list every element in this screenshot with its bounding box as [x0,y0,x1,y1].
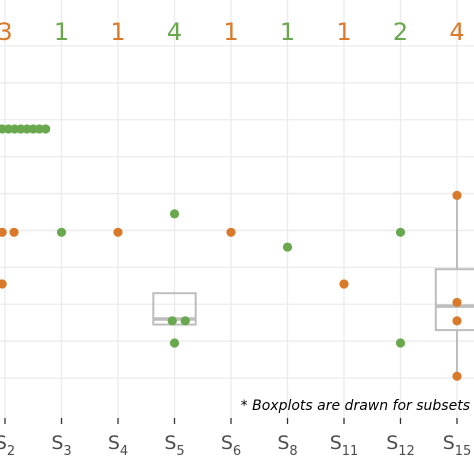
boxplot-note: * Boxplots are drawn for subsets [241,398,470,414]
data-point-green [56,227,67,237]
boxplot-box [434,268,474,332]
data-point-orange [452,190,462,200]
data-point-green [395,338,406,348]
grid [0,0,474,418]
x-tick-label-s2: S2 [0,432,15,459]
x-tick-label-s5: S5 [164,432,184,459]
count-label-s2: 3 [0,18,13,46]
data-point-orange [9,227,19,237]
data-point-orange [0,227,7,237]
x-tick-label-s8: S8 [277,432,297,459]
count-label-s8: 1 [280,18,295,46]
x-tick-label-s3: S3 [51,432,71,459]
data-point-orange [452,371,462,381]
data-point-orange [0,279,7,289]
data-point-green [395,227,406,237]
count-label-s11: 1 [336,18,351,46]
data-point-green [41,124,51,134]
count-label-s3: 1 [54,18,69,46]
data-point-orange [339,279,349,289]
boxplots [152,195,474,377]
data-point-orange [452,316,462,326]
data-point-green [167,316,177,326]
x-tick-label-s15: S15 [443,432,472,459]
data-point-green [169,338,180,348]
data-point-orange [226,227,236,237]
count-label-s6: 1 [223,18,238,46]
subset-count-labels: 3 1 1 4 1 1 1 2 4 [0,18,465,46]
x-tick-label-s6: S6 [221,432,241,459]
count-label-s5: 4 [167,18,182,46]
data-point-orange [452,297,462,308]
count-label-s15: 4 [449,18,464,46]
count-label-s4: 1 [110,18,125,46]
x-axis: S2 S3 S4 S5 S6 S8 S11 S12 S15 [0,418,471,459]
data-point-green [282,242,293,252]
x-tick-label-s4: S4 [108,432,128,459]
data-point-green [169,209,180,219]
x-tick-label-s12: S12 [386,432,415,459]
x-tick-label-s11: S11 [330,432,359,459]
data-point-orange [113,227,123,237]
count-label-s12: 2 [393,18,408,46]
data-points [0,124,462,381]
data-point-green [180,316,190,326]
